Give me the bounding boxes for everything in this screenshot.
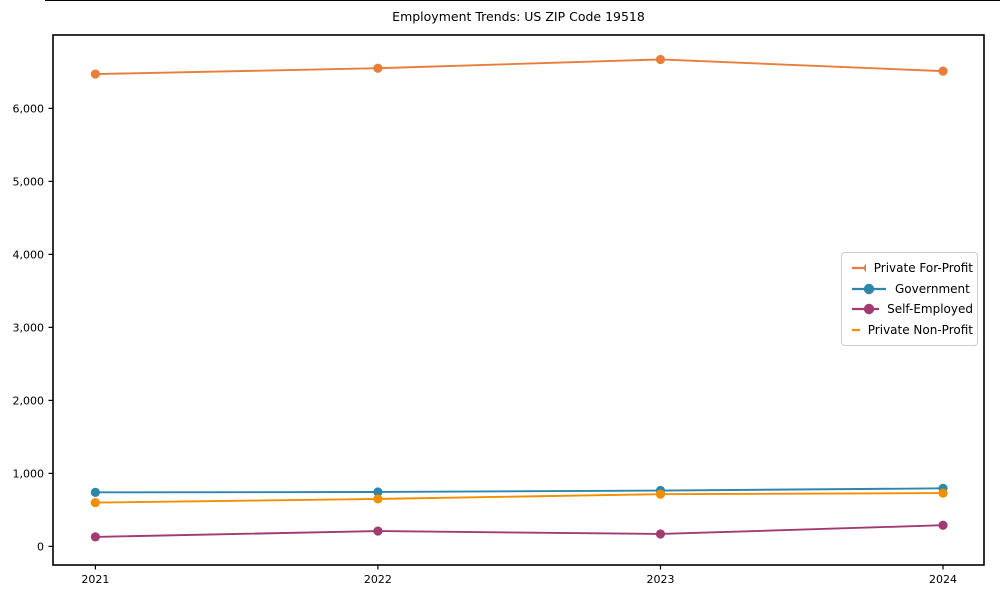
axes-frame — [52, 34, 985, 566]
x-tick-label: 2024 — [929, 573, 957, 586]
data-point-marker — [90, 532, 100, 542]
legend-line-marker-swatch — [852, 328, 860, 331]
series-line-private-non-profit — [94, 492, 944, 504]
legend-label: Government — [895, 281, 970, 296]
legend-label: Private Non-Profit — [867, 322, 973, 337]
legend-label: Self-Employed — [887, 302, 973, 317]
data-point-marker — [90, 487, 100, 497]
data-point-marker — [938, 488, 948, 498]
data-point-marker — [90, 497, 100, 508]
figure-top-border — [45, 0, 1000, 1]
legend-label: Private For-Profit — [873, 261, 973, 276]
data-point-marker — [938, 520, 948, 530]
y-tick-label: 3,000 — [13, 321, 45, 334]
series-line-private-for-profit — [94, 58, 944, 76]
legend-line-marker-swatch — [852, 304, 880, 315]
y-tick-label: 2,000 — [13, 394, 45, 407]
y-tick-label: 0 — [37, 540, 44, 553]
x-tick-label: 2021 — [81, 573, 109, 586]
data-point-marker — [373, 494, 383, 504]
data-point-marker — [655, 54, 666, 65]
data-point-marker — [655, 529, 666, 539]
legend-item: Self-Employed — [851, 299, 973, 320]
data-point-marker — [373, 526, 383, 536]
data-point-marker — [655, 489, 666, 499]
data-point-marker — [373, 487, 383, 497]
legend: Private For-Profit Government Self-Employe… — [841, 252, 978, 346]
y-tick-label: 1,000 — [13, 467, 45, 480]
data-point-marker — [938, 66, 948, 76]
chart-title: Employment Trends: US ZIP Code 19518 — [392, 9, 645, 24]
legend-item: Private Non-Profit — [851, 320, 973, 341]
legend-item: Government — [851, 279, 973, 300]
legend-line-marker-swatch — [852, 264, 866, 273]
legend-item: Private For-Profit — [851, 258, 973, 279]
series-line-government — [94, 487, 944, 494]
y-tick-label: 5,000 — [13, 175, 45, 188]
y-tick-label: 4,000 — [13, 248, 45, 261]
data-point-marker — [373, 63, 383, 73]
series-line-self-employed — [94, 524, 944, 538]
data-point-marker — [90, 69, 100, 79]
x-tick-label: 2023 — [646, 573, 674, 586]
x-tick-label: 2022 — [364, 573, 392, 586]
y-tick-label: 6,000 — [13, 102, 45, 115]
legend-line-marker-swatch — [852, 283, 886, 294]
